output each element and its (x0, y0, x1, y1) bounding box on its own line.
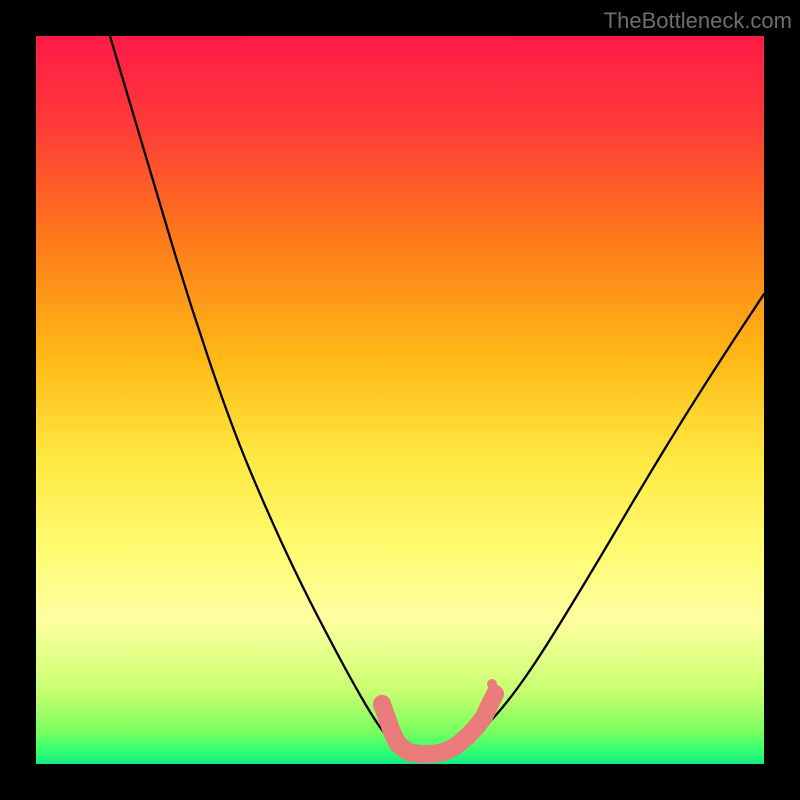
chart-frame: TheBottleneck.com (0, 0, 800, 800)
watermark-text: TheBottleneck.com (604, 8, 792, 34)
plot-svg (36, 36, 764, 764)
gradient-bg (36, 36, 764, 764)
bead-small (487, 679, 497, 689)
